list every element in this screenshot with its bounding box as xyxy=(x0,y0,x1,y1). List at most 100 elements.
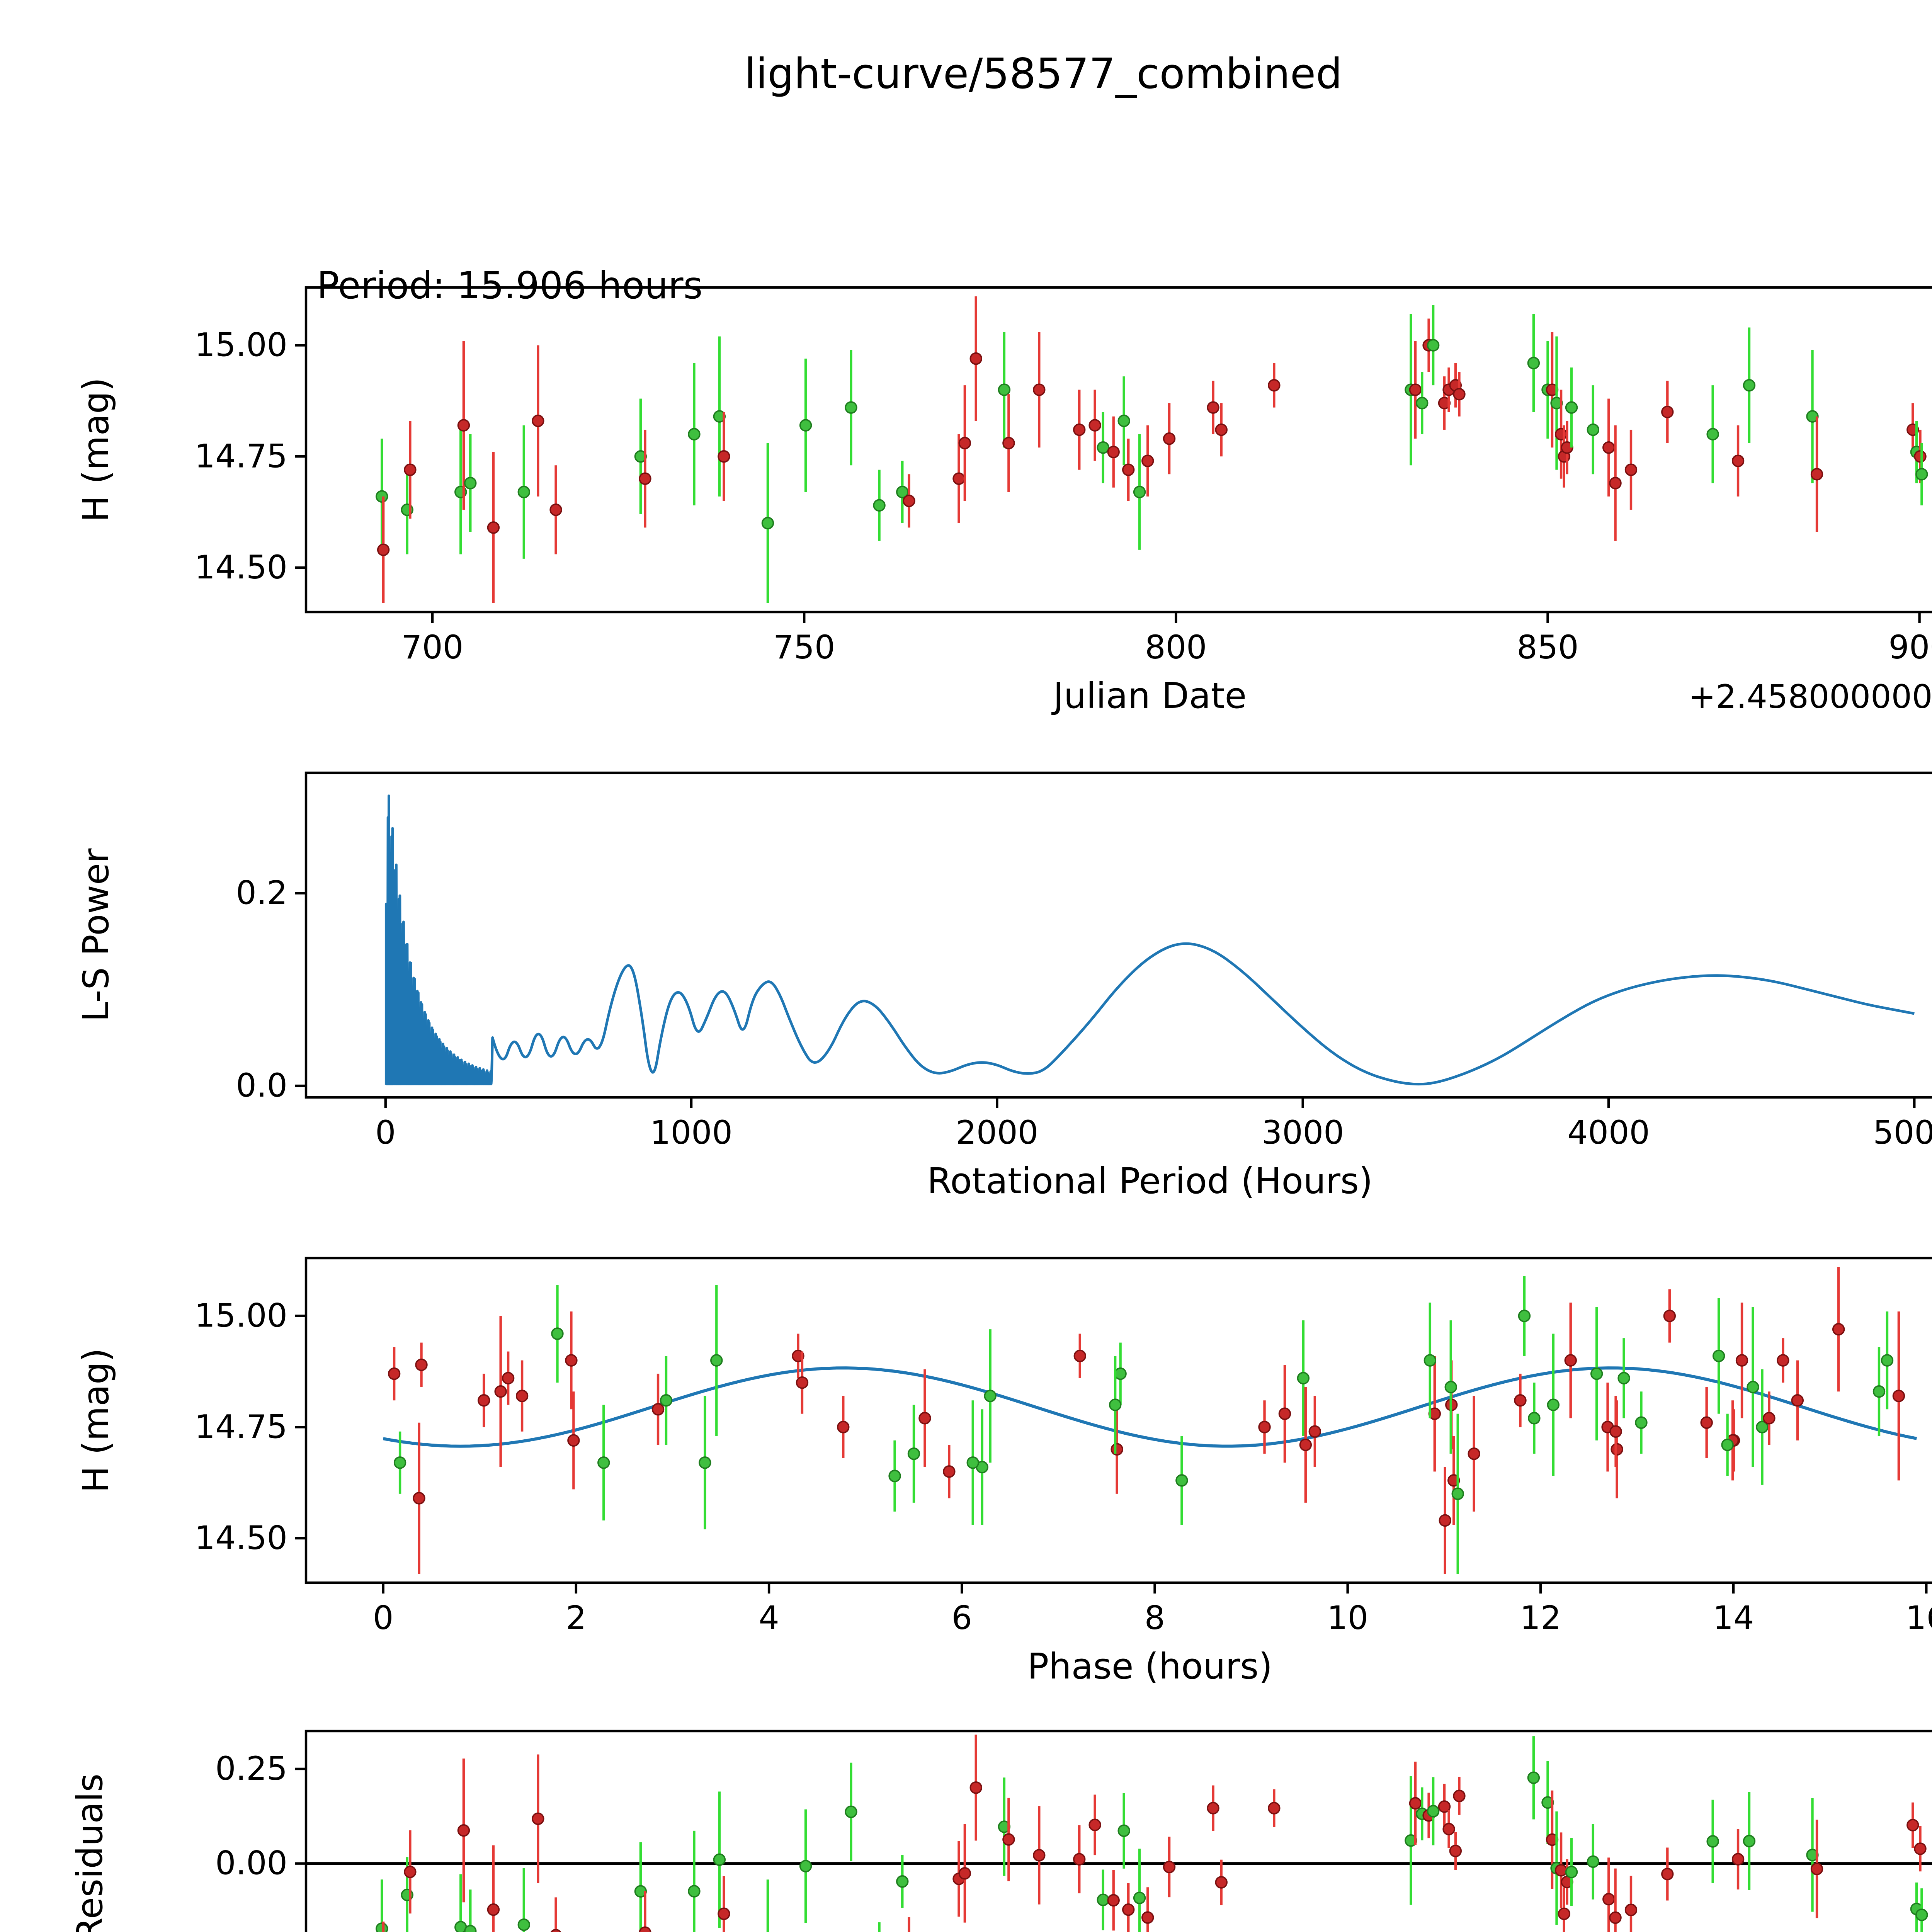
panel2-ylabel: L-S Power xyxy=(75,849,117,1022)
data-point xyxy=(1743,1835,1756,1847)
data-point xyxy=(1133,486,1146,498)
data-point xyxy=(1892,1389,1905,1402)
data-point xyxy=(1451,1487,1464,1500)
panel-periodogram-data xyxy=(384,794,1915,1086)
data-point xyxy=(388,1367,401,1380)
data-point xyxy=(1565,401,1578,414)
data-point xyxy=(1447,1474,1460,1487)
data-point xyxy=(792,1349,804,1362)
data-point xyxy=(1700,1416,1713,1429)
data-point xyxy=(1438,1800,1451,1813)
data-point xyxy=(1107,446,1120,458)
data-point xyxy=(1308,1425,1321,1438)
data-point xyxy=(517,486,530,498)
data-point xyxy=(718,1907,730,1920)
data-point xyxy=(415,1358,428,1371)
data-point xyxy=(1268,379,1281,392)
data-point xyxy=(969,1781,982,1794)
x-tick-label: 4 xyxy=(759,1599,779,1637)
x-tick-label: 2000 xyxy=(956,1114,1038,1151)
panel4-ylabel: Residuals xyxy=(69,1774,111,1932)
data-point xyxy=(1141,454,1154,467)
data-point xyxy=(1617,1372,1630,1384)
data-point xyxy=(969,352,982,365)
data-point xyxy=(1756,1421,1769,1434)
x-tick-label: 0 xyxy=(373,1599,393,1637)
data-point xyxy=(1278,1407,1291,1420)
data-point xyxy=(376,1922,388,1932)
data-point xyxy=(1088,419,1101,432)
data-point xyxy=(1215,423,1228,436)
data-point xyxy=(1554,1864,1568,1877)
data-point xyxy=(1914,450,1927,463)
data-point xyxy=(1122,463,1135,476)
data-point xyxy=(487,521,500,534)
data-point xyxy=(1453,388,1466,401)
axes-frame xyxy=(304,1257,1932,1584)
data-point xyxy=(532,1812,544,1825)
axes-frame xyxy=(304,286,1932,614)
data-point xyxy=(958,1867,971,1880)
data-point xyxy=(1468,1447,1480,1460)
data-point xyxy=(1033,383,1046,396)
data-point xyxy=(1097,1893,1109,1906)
data-point xyxy=(1763,1412,1776,1425)
data-point xyxy=(1706,1835,1719,1848)
panel3-xlabel: Phase (hours) xyxy=(1027,1646,1272,1687)
data-point xyxy=(1033,1849,1046,1862)
data-point xyxy=(1518,1310,1531,1322)
data-point xyxy=(761,517,774,530)
data-point xyxy=(1449,1845,1462,1857)
data-point xyxy=(1111,1443,1123,1456)
y-tick-label: 0.00 xyxy=(215,1844,287,1882)
x-tick-label: 5000 xyxy=(1873,1114,1932,1151)
data-point xyxy=(1731,454,1745,467)
data-point xyxy=(1444,1381,1457,1393)
data-point xyxy=(1215,1876,1228,1889)
data-point xyxy=(1663,1310,1676,1322)
fit-curve xyxy=(383,1366,1917,1448)
data-point xyxy=(457,419,470,432)
data-point xyxy=(688,1885,701,1898)
data-point xyxy=(550,1929,561,1932)
data-point xyxy=(1423,1354,1437,1367)
data-point xyxy=(1527,357,1540,369)
data-point xyxy=(1141,1911,1154,1924)
data-point xyxy=(1609,477,1622,490)
data-point xyxy=(1661,1867,1674,1881)
data-point xyxy=(1163,1861,1176,1873)
panel1-ylabel: H (mag) xyxy=(75,378,117,522)
panel2-xlabel: Rotational Period (Hours) xyxy=(927,1160,1372,1202)
data-point xyxy=(1914,1842,1927,1855)
x-tick-label: 0 xyxy=(375,1114,396,1151)
data-point xyxy=(1442,1823,1455,1835)
data-point xyxy=(1117,1824,1130,1837)
data-point xyxy=(1107,1894,1120,1907)
data-point xyxy=(907,1447,920,1460)
data-point xyxy=(1439,1514,1451,1527)
data-point xyxy=(1747,1381,1759,1393)
data-point xyxy=(1564,1354,1577,1367)
data-point xyxy=(1609,1425,1622,1438)
x-tick-label: 750 xyxy=(773,628,835,666)
data-point xyxy=(651,1403,665,1416)
data-point xyxy=(565,1354,578,1367)
data-point xyxy=(377,543,390,556)
x-tick-label: 16 xyxy=(1906,1599,1932,1637)
data-point xyxy=(494,1385,507,1398)
y-tick-label: 0.2 xyxy=(236,874,287,912)
data-point xyxy=(1735,1354,1748,1367)
x-tick-label: 14 xyxy=(1713,1599,1754,1637)
data-point xyxy=(515,1389,529,1402)
y-tick-label: 14.75 xyxy=(195,437,287,475)
data-point xyxy=(1624,1903,1638,1917)
data-point xyxy=(1712,1349,1725,1362)
data-point xyxy=(1915,468,1928,481)
data-point xyxy=(1587,423,1600,436)
data-point xyxy=(1133,1891,1146,1904)
data-point xyxy=(1791,1394,1804,1407)
data-point xyxy=(464,1925,477,1932)
x-tick-label: 6 xyxy=(952,1599,972,1637)
data-point xyxy=(688,428,701,440)
data-point xyxy=(1558,1907,1570,1920)
